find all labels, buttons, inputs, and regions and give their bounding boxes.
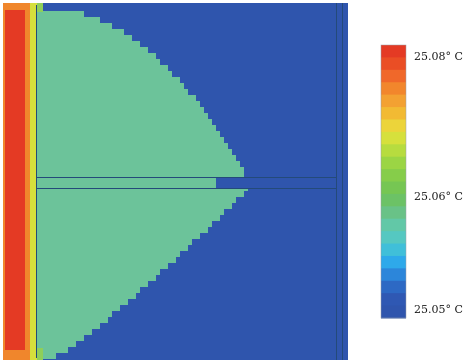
plume-band (24, 95, 196, 101)
plume-band (24, 269, 160, 275)
plume-band (24, 257, 176, 263)
plume-band (24, 341, 76, 347)
plume-band (24, 71, 172, 77)
colorbar-mid-label: 25.06° C (414, 190, 463, 203)
plume-band (24, 59, 160, 65)
colorbar-swatch (381, 94, 406, 108)
plume-band (24, 221, 212, 227)
colorbar-swatch (381, 156, 406, 170)
plume-band (24, 347, 68, 353)
colorbar-min-label: 25.05° C (414, 303, 463, 316)
colorbar-swatch (381, 107, 406, 121)
plume-band (24, 281, 148, 287)
plume-band (24, 131, 220, 137)
plume-band (24, 137, 224, 143)
divider-plume-fill (36, 178, 216, 188)
plume-band (24, 287, 140, 293)
plume-band (24, 77, 180, 83)
colorbar-swatch (381, 144, 406, 158)
plume-band (24, 17, 100, 23)
plume-band (24, 311, 112, 317)
colorbar (380, 44, 407, 319)
plume-band (24, 227, 208, 233)
colorbar-swatch (381, 243, 406, 257)
plume-band (24, 29, 124, 35)
plume-band (24, 293, 136, 299)
colorbar-swatch (381, 57, 406, 71)
plume-band (24, 119, 212, 125)
horizontal-divider (36, 3, 343, 360)
plume-band (24, 155, 236, 161)
warm-plume (24, 5, 248, 359)
colorbar-max-label: 25.08° C (414, 50, 463, 63)
colorbar-swatch (381, 255, 406, 269)
plume-band (24, 107, 204, 113)
plume-band (24, 11, 84, 17)
colorbar-swatch (381, 280, 406, 294)
plume-band (24, 101, 200, 107)
plume-band (24, 215, 220, 221)
plume-band (24, 23, 112, 29)
colorbar-swatch (381, 119, 406, 133)
plume-band (24, 335, 84, 341)
colorbar-swatch (381, 181, 406, 195)
colorbar-swatch (381, 169, 406, 183)
plume-band (24, 53, 156, 59)
plume-band (24, 263, 168, 269)
plume-band (24, 275, 156, 281)
colorbar-swatch (381, 231, 406, 245)
colorbar-swatch (381, 131, 406, 145)
plume-band (24, 317, 108, 323)
plume-band (24, 299, 128, 305)
plume-band (24, 191, 244, 197)
plume-band (24, 239, 192, 245)
plume-band (24, 197, 236, 203)
plume-band (24, 323, 100, 329)
colorbar-swatch (381, 45, 406, 59)
plume-band (24, 143, 228, 149)
colorbar-swatch (381, 193, 406, 207)
plume-band (24, 173, 244, 179)
colorbar-swatch (381, 82, 406, 96)
colorbar-swatch (381, 69, 406, 83)
colorbar-swatch (381, 206, 406, 220)
plume-band (24, 167, 244, 173)
plume-band (24, 89, 188, 95)
plume-band (24, 209, 224, 215)
hot-strip (5, 10, 25, 350)
plume-band (24, 125, 216, 131)
plume-band (24, 113, 208, 119)
plume-band (24, 245, 188, 251)
plume-band (24, 41, 140, 47)
plume-band (24, 251, 180, 257)
colorbar-swatch (381, 218, 406, 232)
plume-band (24, 161, 240, 167)
plume-band (24, 233, 200, 239)
plume-band (24, 65, 168, 71)
plume-band (24, 305, 120, 311)
plume-band (24, 203, 232, 209)
plume-band (24, 35, 132, 41)
colorbar-swatch (381, 268, 406, 282)
plume-band (24, 149, 232, 155)
plume-band (24, 47, 148, 53)
colorbar-swatch (381, 305, 406, 319)
plume-band (24, 329, 92, 335)
colorbar-frame (380, 44, 407, 319)
plume-band (24, 83, 184, 89)
colorbar-swatch (381, 293, 406, 307)
